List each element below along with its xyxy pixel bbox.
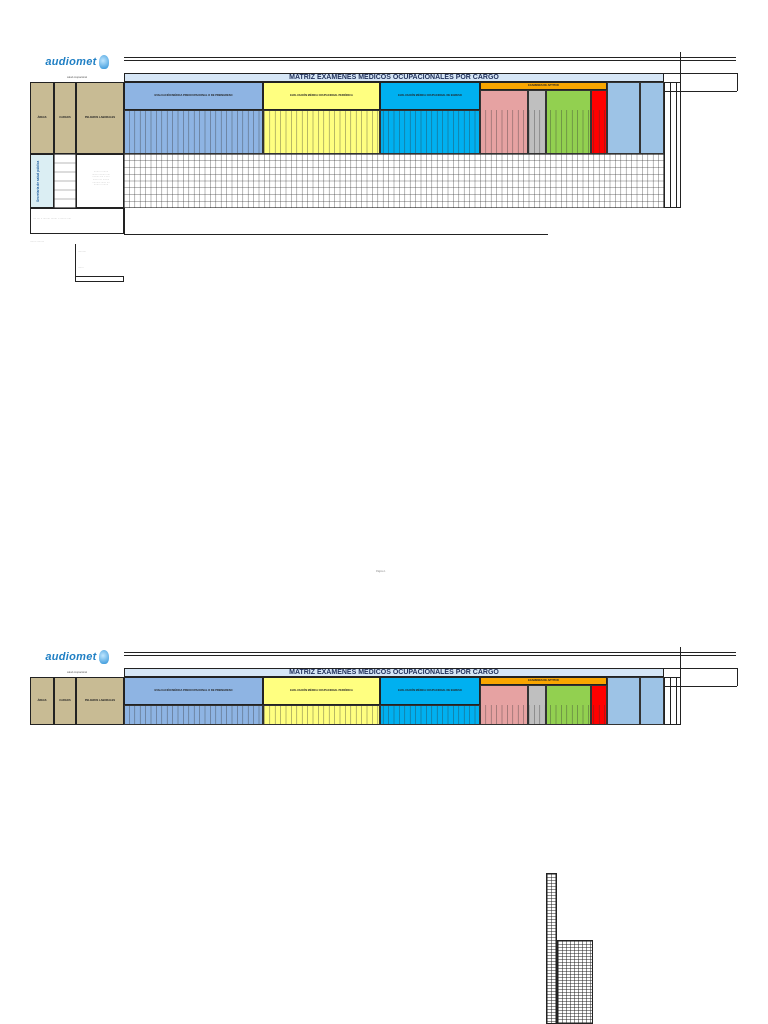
- mini-table-wide: [557, 940, 593, 1024]
- mini-table-tall: [546, 873, 557, 1024]
- data-grid: [124, 154, 664, 208]
- matrix-title-bar: MATRIZ EXAMENES MEDICOS OCUPACIONALES PO…: [124, 668, 664, 677]
- logo-subtitle: salud ocupacional: [66, 671, 87, 674]
- rule: [737, 668, 738, 686]
- egr-subrow: [380, 705, 480, 725]
- header-periodica: EVALUACIÓN MÉDICA OCUPACIONAL PERIÓDICA: [263, 677, 380, 705]
- header-areas-label: ÁREAS: [37, 115, 47, 119]
- block-lightblue-2: [640, 677, 664, 725]
- header-peligros: PELIGROS LABORALES: [76, 82, 124, 154]
- footnote-row: ···· ···· ·· ········· ········ ·· ·····…: [30, 208, 124, 234]
- header-preingreso-label: EVALUACIÓN MÉDICA PREOCUPACIONAL O DE PR…: [154, 93, 233, 97]
- header-periodica-label: EVALUACIÓN MÉDICA OCUPACIONAL PERIÓDICA: [290, 93, 353, 97]
- header-areas-label: ÁREAS: [37, 698, 47, 702]
- rule: [124, 234, 548, 235]
- pre-subrow: [124, 110, 263, 154]
- header-preingreso: EVALUACIÓN MÉDICA PREOCUPACIONAL O DE PR…: [124, 82, 263, 110]
- block-lightblue-1: [607, 82, 640, 154]
- header-egreso-label: EVALUACIÓN MÉDICA OCUPACIONAL DE EGRESO: [398, 688, 462, 692]
- pre-subrow: [124, 705, 263, 725]
- block-lightblue-1: [607, 677, 640, 725]
- signature-box: [75, 276, 124, 282]
- right-narrow-columns: [664, 677, 681, 725]
- block-green: [546, 90, 591, 154]
- peligros-cell: ········ ·· ········ ········ ·········· …: [76, 154, 124, 208]
- header-aptitud: EXAMENES DE APTITUD: [480, 82, 607, 90]
- header-cargos: CARGOS: [54, 677, 76, 725]
- header-cargos-label: CARGOS: [59, 115, 71, 119]
- right-narrow-columns: [664, 82, 681, 208]
- header-egreso-label: EVALUACIÓN MÉDICA OCUPACIONAL DE EGRESO: [398, 93, 462, 97]
- rule: [664, 668, 737, 669]
- logo-text: audiomet: [45, 651, 97, 663]
- cargo-cells: [54, 154, 76, 208]
- logo-icon: [98, 55, 109, 69]
- right-rule: [680, 52, 681, 82]
- block-lightblue-2: [640, 82, 664, 154]
- header-peligros-label: PELIGROS LABORALES: [84, 115, 116, 119]
- per-subrow: [263, 110, 380, 154]
- footnote-text: ···· ···· ·· ········· ········ ·· ·····…: [33, 217, 72, 220]
- rule: [737, 73, 738, 91]
- logo: audiomet: [30, 52, 124, 72]
- block-gray: [528, 90, 546, 154]
- right-rule: [680, 647, 681, 677]
- header-peligros-label: PELIGROS LABORALES: [84, 698, 116, 702]
- header-aptitud-label: EXAMENES DE APTITUD: [528, 678, 559, 682]
- block-green: [546, 685, 591, 725]
- rule: [664, 73, 737, 74]
- header-periodica-label: EVALUACIÓN MÉDICA OCUPACIONAL PERIÓDICA: [290, 688, 353, 692]
- area-cell: [30, 154, 54, 208]
- rule: [124, 208, 125, 234]
- rule: [75, 244, 76, 276]
- header-preingreso: EVALUACIÓN MÉDICA PREOCUPACIONAL O DE PR…: [124, 677, 263, 705]
- header-column-lines: [124, 705, 605, 725]
- note-small: ·······: [78, 266, 84, 269]
- logo-subtitle: salud ocupacional: [66, 76, 87, 79]
- note-small: ········ ·········: [30, 240, 45, 243]
- header-aptitud: EXAMENES DE APTITUD: [480, 677, 607, 685]
- header-areas: ÁREAS: [30, 677, 54, 725]
- header-aptitud-label: EXAMENES DE APTITUD: [528, 83, 559, 87]
- header-periodica: EVALUACIÓN MÉDICA OCUPACIONAL PERIÓDICA: [263, 82, 380, 110]
- matrix-title-bar: MATRIZ EXAMENES MEDICOS OCUPACIONALES PO…: [124, 73, 664, 82]
- rule: [664, 686, 737, 687]
- block-red: [591, 90, 607, 154]
- matrix-title: MATRIZ EXAMENES MEDICOS OCUPACIONALES PO…: [289, 74, 499, 81]
- logo: audiomet: [30, 647, 124, 667]
- header-egreso: EVALUACIÓN MÉDICA OCUPACIONAL DE EGRESO: [380, 677, 480, 705]
- header-column-lines: [124, 110, 605, 154]
- matrix-title: MATRIZ EXAMENES MEDICOS OCUPACIONALES PO…: [289, 669, 499, 676]
- block-salmon: [480, 685, 528, 725]
- header-cargos: CARGOS: [54, 82, 76, 154]
- egr-subrow: [380, 110, 480, 154]
- block-salmon: [480, 90, 528, 154]
- rule: [664, 91, 737, 92]
- top-rule: [124, 57, 736, 58]
- header-areas: ÁREAS: [30, 82, 54, 154]
- logo-text: audiomet: [45, 56, 97, 68]
- top-rule: [124, 652, 736, 653]
- top-rule: [124, 60, 736, 61]
- header-cargos-label: CARGOS: [59, 698, 71, 702]
- note-small: ··········: [78, 250, 86, 253]
- header-egreso: EVALUACIÓN MÉDICA OCUPACIONAL DE EGRESO: [380, 82, 480, 110]
- peligros-text: ········ ·· ········ ········ ·········· …: [92, 171, 110, 187]
- block-red: [591, 685, 607, 725]
- header-preingreso-label: EVALUACIÓN MÉDICA PREOCUPACIONAL O DE PR…: [154, 688, 233, 692]
- header-peligros: PELIGROS LABORALES: [76, 677, 124, 725]
- top-rule: [124, 655, 736, 656]
- logo-icon: [98, 650, 109, 664]
- block-gray: [528, 685, 546, 725]
- page-number: Página 1: [376, 570, 386, 573]
- area-vertical-label: Secretaría de salud pública: [36, 160, 40, 202]
